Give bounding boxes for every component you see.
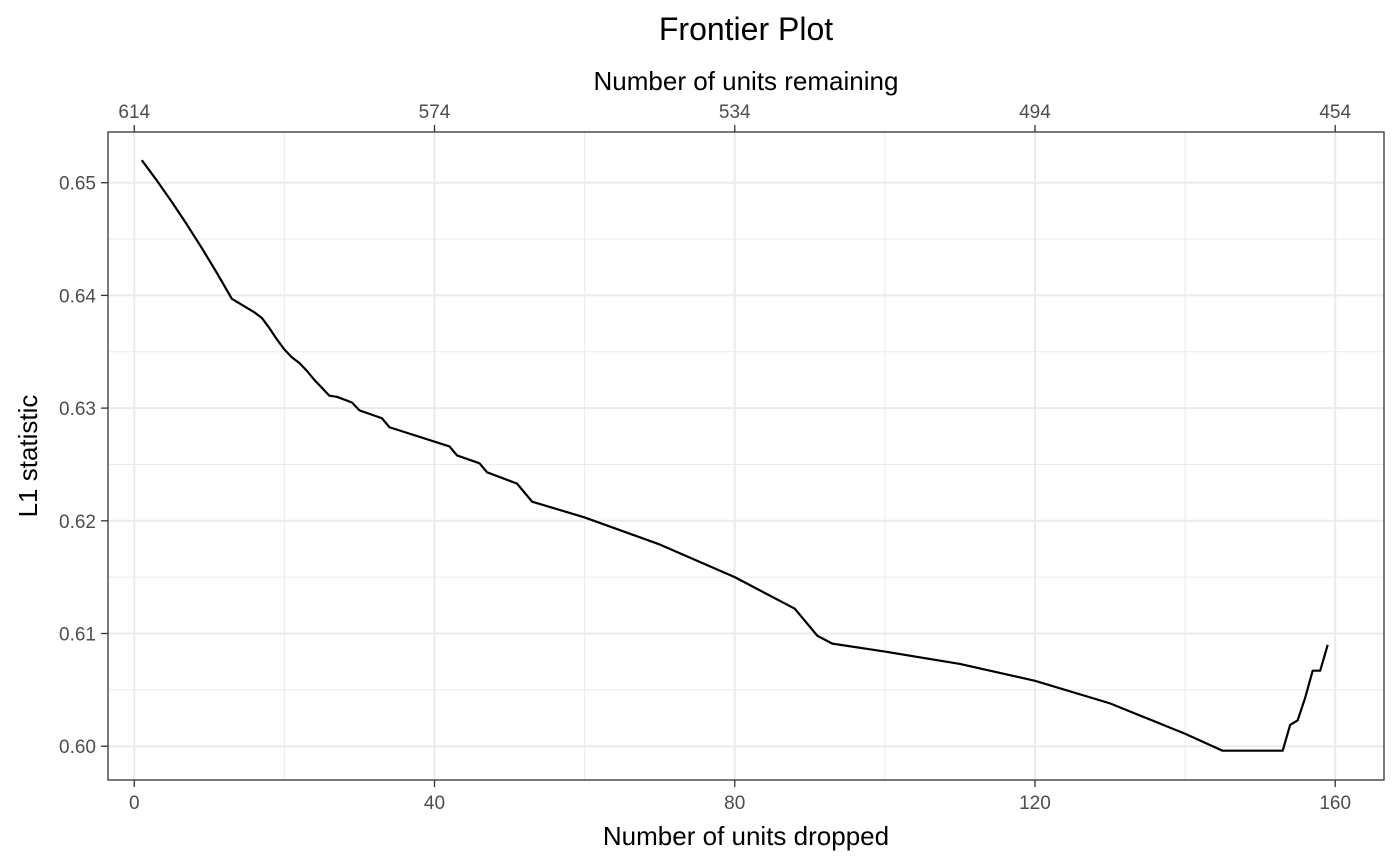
x-tick-label-3: 120	[1019, 793, 1051, 814]
x2-tick-label-2: 534	[719, 102, 751, 123]
y-tick-label-2: 0.62	[59, 512, 96, 533]
y-tick-label-4: 0.64	[59, 286, 96, 307]
x2-axis-title: Number of units remaining	[594, 66, 899, 96]
x2-tick-label-1: 574	[419, 102, 451, 123]
y-tick-label-0: 0.60	[59, 737, 96, 758]
x-tick-label-2: 80	[724, 793, 745, 814]
x2-tick-label-4: 454	[1319, 102, 1351, 123]
y-axis-title: L1 statistic	[13, 395, 43, 518]
y-tick-label-5: 0.65	[59, 174, 96, 195]
axes: 0 40 80 120 160 614 574 534 494 454 0.60 0.61 0.62 0.…	[59, 102, 1351, 814]
x2-tick-label-0: 614	[118, 102, 150, 123]
y-tick-label-3: 0.63	[59, 399, 96, 420]
gridlines	[108, 132, 1384, 780]
series-layer	[140, 159, 1329, 752]
x2-tick-label-3: 494	[1019, 102, 1051, 123]
x-tick-label-4: 160	[1319, 793, 1351, 814]
x-tick-label-0: 0	[129, 793, 140, 814]
y-tick-label-1: 0.61	[59, 624, 96, 645]
x-axis-title: Number of units dropped	[603, 821, 889, 851]
chart-title: Frontier Plot	[659, 11, 833, 47]
panel-border	[107, 131, 1385, 781]
x-tick-label-1: 40	[424, 793, 445, 814]
series-line-0	[140, 159, 1329, 752]
